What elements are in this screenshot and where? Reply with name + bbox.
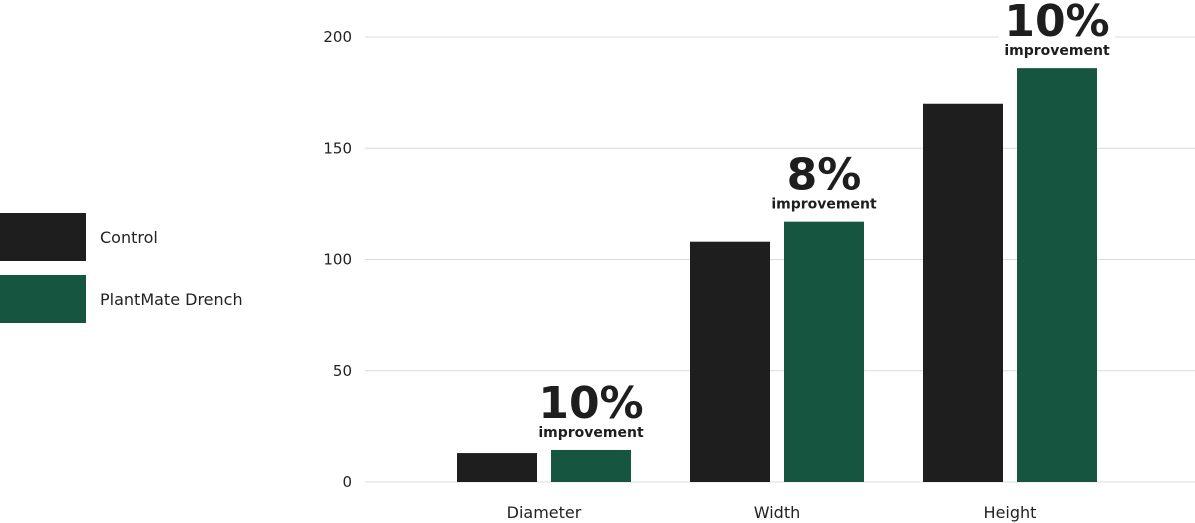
bar-plantmate-drench [551,449,631,482]
bar-control [923,103,1003,482]
bar-plantmate-drench [1017,68,1097,483]
improvement-percent: 10% [538,378,643,429]
y-tick-label: 150 [323,139,352,157]
bar-plantmate-drench [784,221,864,483]
legend-swatch [0,275,86,323]
improvement-label: improvement [538,425,644,441]
x-tick-label: Width [754,503,800,522]
x-tick-label: Diameter [507,503,582,522]
annotation-background [533,381,649,444]
legend-label: PlantMate Drench [100,290,243,309]
bar-control [690,241,770,482]
improvement-label: improvement [771,197,877,213]
x-tick-label: Height [984,503,1037,522]
y-tick-label: 50 [333,362,352,380]
legend-label: Control [100,228,158,247]
bar-control [457,453,537,482]
y-tick-label: 0 [342,473,352,491]
annotation-background [999,0,1115,63]
y-tick-label: 200 [323,28,352,46]
improvement-label: improvement [1004,43,1110,59]
improvement-percent: 10% [1004,0,1109,47]
legend-swatch [0,213,86,261]
annotation-background [766,153,882,216]
improvement-percent: 8% [787,150,862,201]
y-tick-label: 100 [323,251,352,269]
